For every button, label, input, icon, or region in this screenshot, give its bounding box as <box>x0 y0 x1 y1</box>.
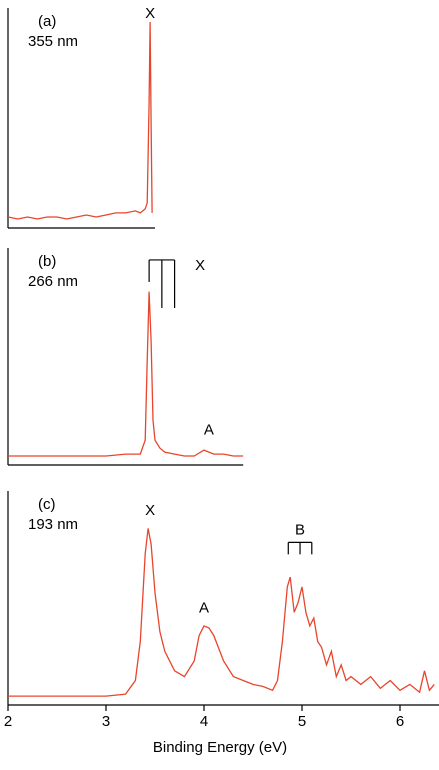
peak-label: B <box>295 521 305 538</box>
x-tick-label: 6 <box>396 713 404 730</box>
wavelength-label: 193 nm <box>28 516 78 533</box>
wavelength-label: 355 nm <box>28 33 78 50</box>
peak-label: X <box>195 257 205 274</box>
panel-label: (a) <box>38 13 56 30</box>
panel-label: (c) <box>38 496 56 513</box>
spectrum-line <box>8 528 435 697</box>
panel-label: (b) <box>38 253 56 270</box>
x-tick-label: 2 <box>4 713 12 730</box>
x-tick-label: 5 <box>298 713 306 730</box>
peak-label: X <box>145 5 155 22</box>
peak-label: A <box>204 421 214 438</box>
peak-label: X <box>145 502 155 519</box>
x-axis-label: Binding Energy (eV) <box>153 739 287 756</box>
spectrum-line <box>7 21 153 220</box>
spectrum-line <box>8 291 244 457</box>
x-tick-label: 4 <box>200 713 208 730</box>
wavelength-label: 266 nm <box>28 273 78 290</box>
x-tick-label: 3 <box>102 713 110 730</box>
peak-label: A <box>199 599 209 616</box>
